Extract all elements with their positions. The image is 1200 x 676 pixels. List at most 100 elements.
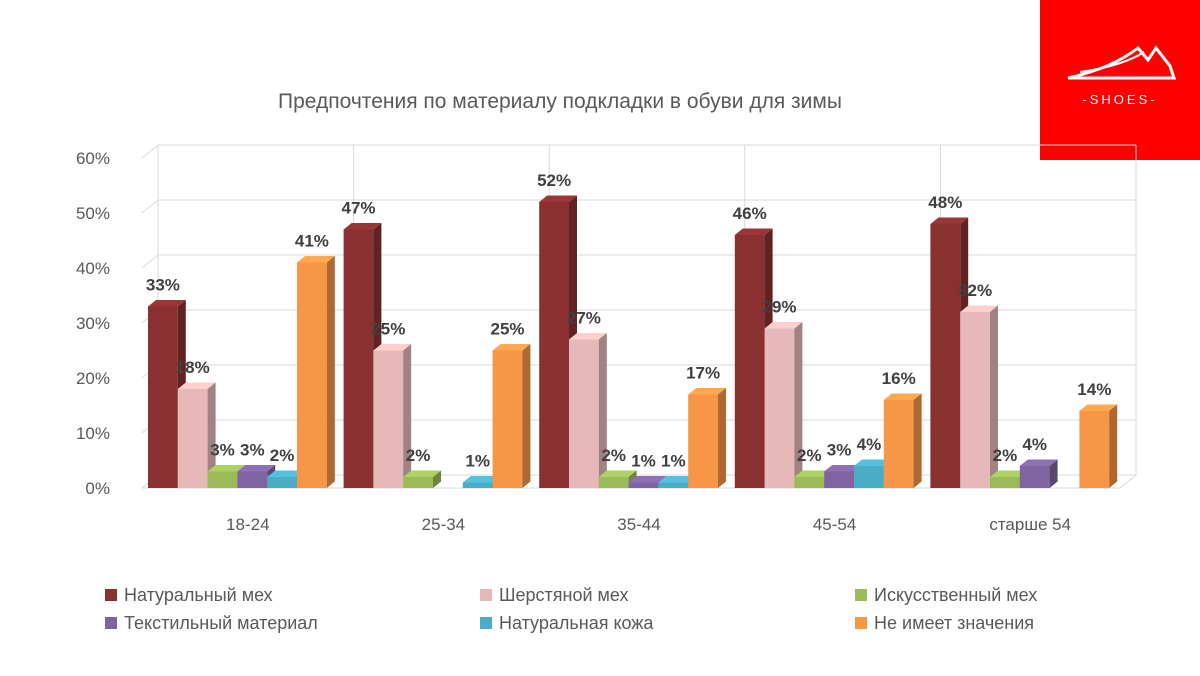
bar-top (297, 256, 335, 263)
data-label: 29% (762, 298, 796, 317)
bar (658, 482, 689, 488)
y-tick-label: 40% (76, 259, 110, 278)
data-labels: 33% 18% 3% 3% 2% 41% 47% 25% 2% 1% 25% 52% 27% 2% 1% 1%… (146, 171, 1111, 471)
legend-swatch (105, 589, 117, 601)
bar-side (433, 470, 441, 488)
legend-label: Текстильный материал (124, 612, 318, 633)
y-tick-label: 10% (76, 424, 110, 443)
data-label: 18% (176, 358, 210, 377)
data-label: 2% (601, 446, 626, 465)
data-label: 27% (567, 309, 601, 328)
bar-top (794, 470, 833, 477)
x-tick-label: старше 54 (989, 515, 1071, 534)
bar (373, 350, 404, 488)
brand-text: -SHOES- (1082, 92, 1158, 107)
bar-side (1049, 459, 1058, 488)
x-tick-label: 35-44 (617, 515, 660, 534)
bar (1079, 411, 1110, 488)
data-label: 3% (240, 441, 265, 460)
data-label: 1% (465, 452, 490, 471)
bar-top (207, 465, 246, 472)
bar-top (824, 465, 862, 472)
data-label: 48% (928, 193, 962, 212)
data-label: 32% (958, 281, 992, 300)
bar (883, 400, 914, 488)
x-tick-label: 45-54 (813, 515, 856, 534)
legend-item: Натуральная кожа (480, 612, 855, 634)
bar-side (522, 344, 531, 488)
bar (492, 350, 523, 488)
data-label: 4% (1022, 435, 1047, 454)
floor-side (1119, 474, 1137, 489)
bar-top (403, 470, 441, 477)
bar-chart: 0% 10% 20% 30% 40% 50% 60% 18-24 25-34 35-44 45-54… (76, 144, 1137, 534)
data-label: 2% (993, 446, 1018, 465)
bar (854, 466, 884, 488)
data-label: 4% (857, 435, 882, 454)
data-label: 1% (661, 452, 686, 471)
bar (764, 328, 795, 488)
data-label: 16% (882, 369, 916, 388)
data-label: 2% (797, 446, 822, 465)
bar-top (373, 344, 412, 351)
bar-top (148, 300, 186, 307)
y-tick-label: 60% (76, 149, 110, 168)
legend-swatch (855, 589, 867, 601)
bar (824, 471, 854, 488)
bar (177, 389, 208, 488)
bar-side (598, 333, 607, 488)
chart-title: Предпочтения по материалу подкладки в об… (278, 90, 842, 113)
brand-logo: -SHOES- (1040, 0, 1200, 160)
bar (598, 477, 629, 488)
bar (930, 224, 961, 488)
bar-top (628, 476, 667, 483)
legend-item: Искусственный мех (855, 584, 1105, 606)
y-tick-label: 50% (76, 204, 110, 223)
bar (297, 262, 327, 488)
bar (569, 339, 599, 488)
bar-side (207, 382, 216, 488)
bar-top (883, 393, 922, 400)
y-tick-label: 30% (76, 314, 110, 333)
bar (403, 477, 433, 488)
bar (343, 229, 374, 488)
legend-label: Искусственный мех (874, 584, 1038, 605)
bar-top (764, 322, 803, 329)
bar-top (1019, 459, 1058, 466)
gridline-side (141, 144, 159, 159)
legend-label: Натуральная кожа (499, 612, 654, 633)
bar (688, 394, 718, 488)
legend-label: Не имеет значения (874, 612, 1035, 633)
legend-swatch (855, 617, 867, 629)
bar-top (569, 333, 607, 340)
data-label: 2% (270, 446, 295, 465)
bar (734, 235, 765, 488)
bar-top (734, 228, 773, 235)
bar-top (343, 223, 382, 230)
bar-side (794, 322, 803, 488)
legend-item: Шерстяной мех (480, 584, 855, 606)
bar (960, 312, 990, 488)
legend-swatch (480, 617, 492, 629)
bar (207, 471, 238, 488)
legend-item: Не имеет значения (855, 612, 1105, 634)
bar-top (688, 388, 726, 395)
gridline-side (141, 254, 159, 269)
bar-top (539, 195, 577, 202)
data-label: 1% (631, 452, 656, 471)
bar (237, 471, 268, 488)
data-label: 3% (210, 441, 235, 460)
bar-top (960, 305, 998, 312)
bar-top (990, 470, 1028, 477)
bar-top (930, 217, 969, 224)
bar-top (1079, 404, 1118, 411)
y-tick-label: 20% (76, 369, 110, 388)
bar (628, 482, 659, 488)
bar-top (658, 476, 697, 483)
data-label: 25% (371, 320, 405, 339)
bar (148, 306, 178, 488)
legend-item: Натуральный мех (105, 584, 480, 606)
legend-label: Шерстяной мех (499, 584, 629, 605)
legend-item: Текстильный материал (105, 612, 480, 634)
bar-top (267, 470, 305, 477)
